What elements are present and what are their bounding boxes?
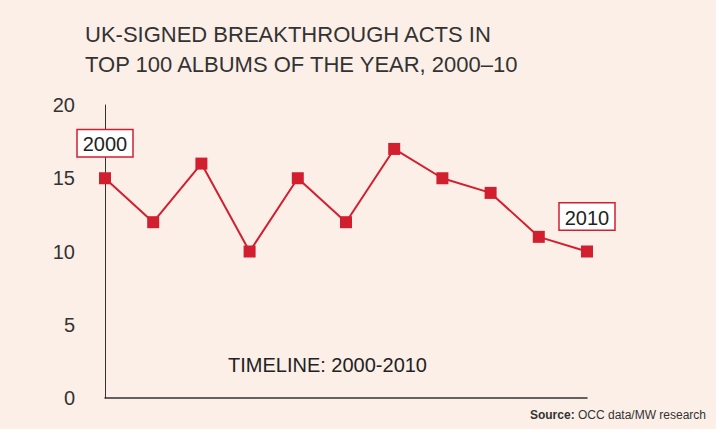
- svg-text:UK-SIGNED BREAKTHROUGH ACTS IN: UK-SIGNED BREAKTHROUGH ACTS IN: [85, 22, 491, 47]
- svg-text:OCC data/MW research: OCC data/MW research: [575, 408, 706, 422]
- svg-text:5: 5: [64, 314, 75, 336]
- svg-text:20: 20: [53, 94, 75, 116]
- svg-text:15: 15: [53, 167, 75, 189]
- svg-text:2010: 2010: [565, 207, 610, 229]
- svg-text:TIMELINE: 2000-2010: TIMELINE: 2000-2010: [228, 354, 427, 376]
- svg-text:Source:: Source:: [530, 408, 575, 422]
- svg-text:TOP 100 ALBUMS OF THE YEAR, 20: TOP 100 ALBUMS OF THE YEAR, 2000–10: [85, 52, 518, 77]
- svg-text:0: 0: [64, 387, 75, 409]
- svg-text:10: 10: [53, 241, 75, 263]
- svg-text:2000: 2000: [83, 133, 128, 155]
